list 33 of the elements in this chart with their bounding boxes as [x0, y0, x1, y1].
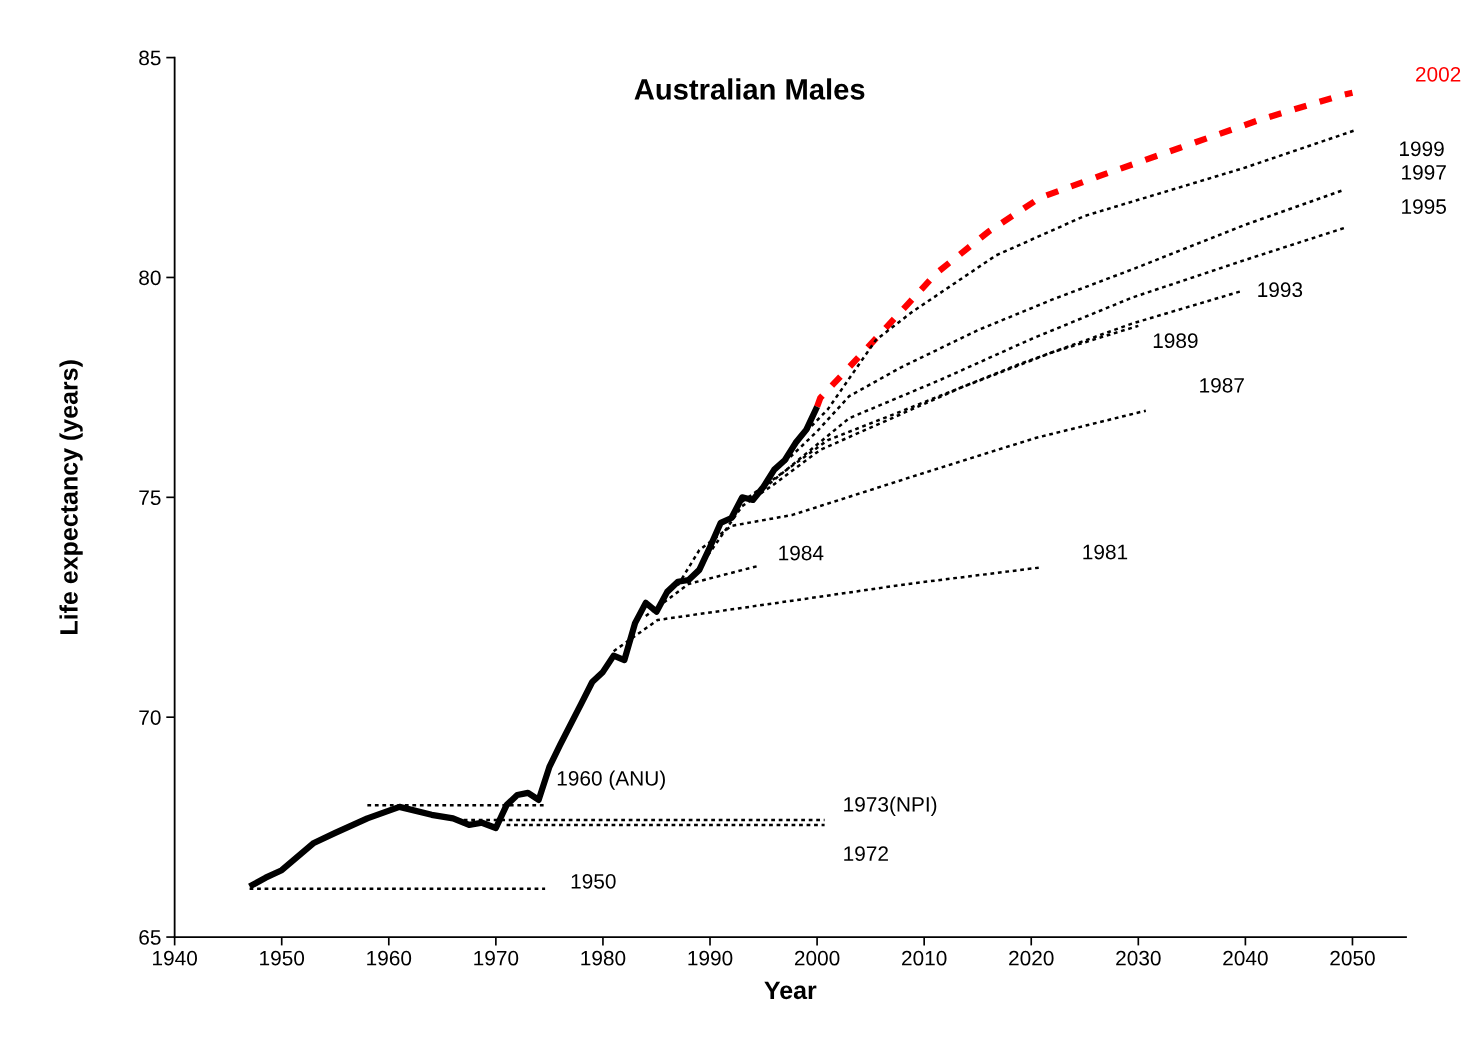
series-label: 1950 — [571, 873, 616, 889]
series-label: 1993 — [1258, 282, 1303, 298]
series-label: 1973(NPI) — [844, 796, 937, 816]
text: 1987 — [1200, 377, 1244, 393]
x-tick-label: 2020 — [1009, 950, 1054, 966]
x-tick-label: 1960 — [367, 950, 412, 966]
x-tick-label: 1990 — [688, 950, 733, 966]
series-label: 1972 — [844, 846, 888, 862]
x-tick-label: 2030 — [1116, 950, 1161, 966]
text: 1999 — [1400, 141, 1444, 157]
x-tick-label: 1970 — [474, 950, 519, 966]
text: 1997 — [1402, 165, 1446, 180]
y-axis-title: Life expectancy (years) — [59, 360, 83, 634]
text: 1981 — [1083, 544, 1128, 560]
y-tick-label: 65 — [139, 930, 161, 945]
y-tick-label: 80 — [139, 270, 161, 286]
y-tick-label: 70 — [139, 710, 161, 725]
x-tick-label: 2000 — [794, 950, 840, 966]
y-tick-label: 85 — [139, 50, 161, 66]
text: 1995 — [1402, 199, 1446, 214]
x-tick-label: 1950 — [260, 950, 305, 966]
series-label: 1984 — [779, 545, 824, 561]
text: Australian Males — [634, 78, 865, 100]
x-tick-label: 1940 — [153, 950, 197, 966]
x-axis-title: Year — [764, 981, 817, 1000]
series-label: 1960 (ANU) — [557, 770, 665, 790]
x-tick-label: 1980 — [581, 950, 626, 966]
x-tick-label: 2050 — [1330, 950, 1375, 966]
x-tick-label: 2040 — [1223, 950, 1268, 966]
x-tick-label: 2010 — [902, 950, 947, 966]
series-label: 1989 — [1153, 333, 1198, 349]
text: 2002 — [1416, 66, 1461, 82]
y-tick-label: 75 — [139, 490, 161, 506]
